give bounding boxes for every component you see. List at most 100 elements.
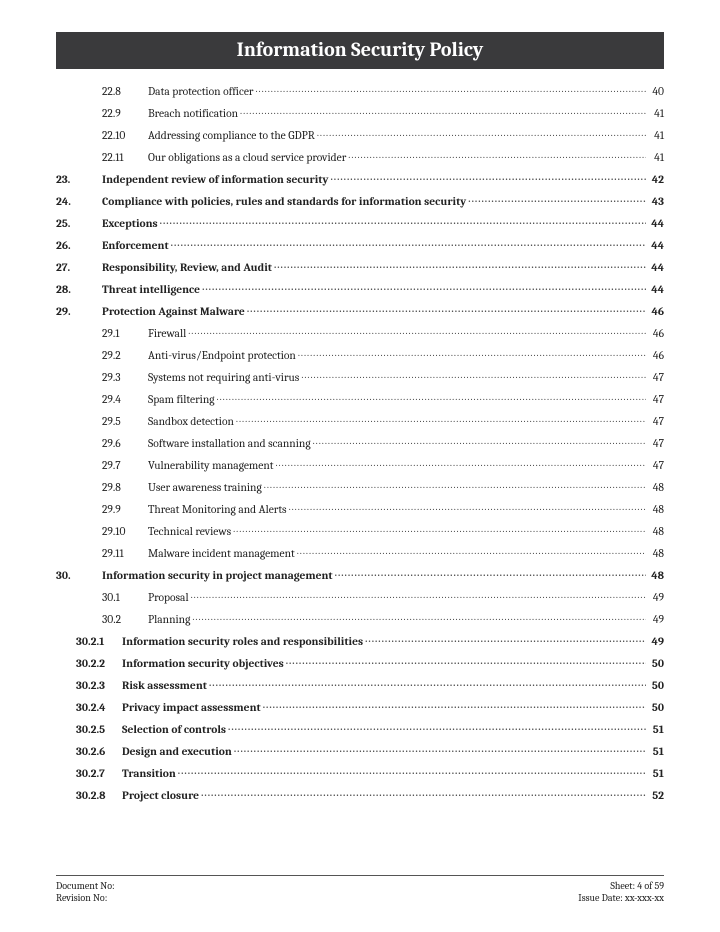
toc-page: 49 (646, 592, 664, 604)
toc-number: 30.2.4 (76, 702, 122, 714)
toc-entry: 29.8User awareness training48 (56, 479, 664, 493)
toc-page: 46 (646, 350, 664, 362)
toc-label: Information security objectives (122, 658, 286, 670)
toc-page: 49 (646, 636, 664, 648)
toc-label: Threat intelligence (102, 284, 202, 296)
toc-entry: 22.10Addressing compliance to the GDPR41 (56, 127, 664, 141)
toc-label: Our obligations as a cloud service provi… (148, 152, 348, 164)
toc-page: 48 (646, 548, 664, 560)
toc-label: Data protection officer (148, 86, 255, 98)
toc-leader (171, 237, 646, 249)
toc-number: 30.2.6 (76, 746, 122, 758)
toc-leader (264, 479, 646, 491)
toc-number: 29.5 (102, 416, 148, 428)
toc-page: 47 (646, 416, 664, 428)
toc-label: Malware incident management (148, 548, 297, 560)
toc-leader (276, 457, 647, 469)
toc-number: 29.4 (102, 394, 148, 406)
toc-leader (263, 699, 646, 711)
toc-page: 49 (646, 614, 664, 626)
toc-page: 44 (646, 240, 664, 252)
toc-page: 47 (646, 460, 664, 472)
toc-leader (192, 611, 646, 623)
toc-page: 51 (646, 724, 664, 736)
toc-page: 42 (646, 174, 664, 186)
toc-label: Technical reviews (148, 526, 233, 538)
toc-leader (317, 127, 646, 139)
toc-number: 25. (56, 218, 102, 230)
toc-number: 29.2 (102, 350, 148, 362)
toc-label: Addressing compliance to the GDPR (148, 130, 317, 142)
toc-label: Protection Against Malware (102, 306, 247, 318)
toc-number: 30.2.8 (76, 790, 122, 802)
toc-page: 48 (646, 570, 664, 582)
toc-label: Threat Monitoring and Alerts (148, 504, 289, 516)
toc-number: 29.3 (102, 372, 148, 384)
toc-number: 22.11 (102, 152, 148, 164)
toc-entry: 29.7Vulnerability management 47 (56, 457, 664, 471)
toc-leader (274, 259, 646, 271)
toc-entry: 30.2.4Privacy impact assessment50 (56, 699, 664, 713)
toc-entry: 30.2.2Information security objectives 50 (56, 655, 664, 669)
toc-number: 27. (56, 262, 102, 274)
footer-issue-date: Issue Date: xx-xxx-xx (578, 892, 664, 904)
toc-page: 47 (646, 438, 664, 450)
toc-page: 46 (646, 328, 664, 340)
toc-leader (217, 391, 646, 403)
toc-label: User awareness training (148, 482, 264, 494)
toc-label: Responsibility, Review, and Audit (102, 262, 274, 274)
toc-leader (201, 787, 646, 799)
toc-number: 30.2 (102, 614, 148, 626)
toc-leader (330, 171, 646, 183)
toc-page: 52 (646, 790, 664, 802)
toc-entry: 30.2.6Design and execution51 (56, 743, 664, 757)
toc-page: 43 (646, 196, 664, 208)
toc-page: 50 (646, 680, 664, 692)
toc-page: 50 (646, 702, 664, 714)
toc-entry: 29.5Sandbox detection 47 (56, 413, 664, 427)
toc-entry: 23.Independent review of information sec… (56, 171, 664, 185)
toc-label: Selection of controls (122, 724, 228, 736)
toc-leader (298, 347, 646, 359)
toc-label: Transition (122, 768, 178, 780)
toc-label: Planning (148, 614, 192, 626)
toc-number: 30.2.2 (76, 658, 122, 670)
toc-leader (233, 523, 646, 535)
toc-number: 30. (56, 570, 102, 582)
toc-page: 47 (646, 372, 664, 384)
toc-leader (234, 743, 646, 755)
toc-page: 51 (646, 746, 664, 758)
toc-label: Sandbox detection (148, 416, 236, 428)
toc-label: Spam filtering (148, 394, 217, 406)
toc-entry: 30.2.8Project closure 52 (56, 787, 664, 801)
toc-label: Risk assessment (122, 680, 209, 692)
toc-leader (247, 303, 646, 315)
toc-entry: 30.2.5Selection of controls51 (56, 721, 664, 735)
toc-label: Compliance with policies, rules and stan… (102, 196, 468, 208)
toc-number: 29.7 (102, 460, 148, 472)
table-of-contents: 22.8Data protection officer4022.9Breach … (56, 83, 664, 801)
toc-entry: 29.9Threat Monitoring and Alerts48 (56, 501, 664, 515)
toc-page: 50 (646, 658, 664, 670)
page-footer: Document No: Revision No: Sheet: 4 of 59… (56, 875, 664, 904)
toc-label: Anti-virus/Endpoint protection (148, 350, 298, 362)
toc-page: 44 (646, 284, 664, 296)
toc-entry: 22.8Data protection officer40 (56, 83, 664, 97)
toc-leader (160, 215, 646, 227)
toc-number: 29.9 (102, 504, 148, 516)
toc-entry: 30.2.7Transition51 (56, 765, 664, 779)
toc-page: 41 (646, 108, 664, 120)
toc-label: Information security in project manageme… (102, 570, 335, 582)
toc-leader (228, 721, 646, 733)
toc-number: 30.2.1 (76, 636, 122, 648)
toc-label: Vulnerability management (148, 460, 276, 472)
toc-entry: 29.11Malware incident management48 (56, 545, 664, 559)
toc-page: 41 (646, 130, 664, 142)
toc-leader (240, 105, 646, 117)
toc-label: Project closure (122, 790, 201, 802)
toc-label: Breach notification (148, 108, 240, 120)
toc-entry: 24.Compliance with policies, rules and s… (56, 193, 664, 207)
toc-page: 47 (646, 394, 664, 406)
toc-entry: 30.Information security in project manag… (56, 567, 664, 581)
toc-leader (255, 83, 646, 95)
